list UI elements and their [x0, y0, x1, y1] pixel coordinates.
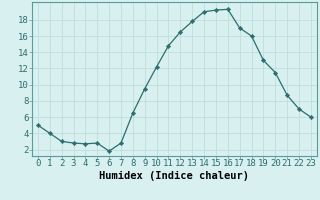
X-axis label: Humidex (Indice chaleur): Humidex (Indice chaleur) — [100, 171, 249, 181]
